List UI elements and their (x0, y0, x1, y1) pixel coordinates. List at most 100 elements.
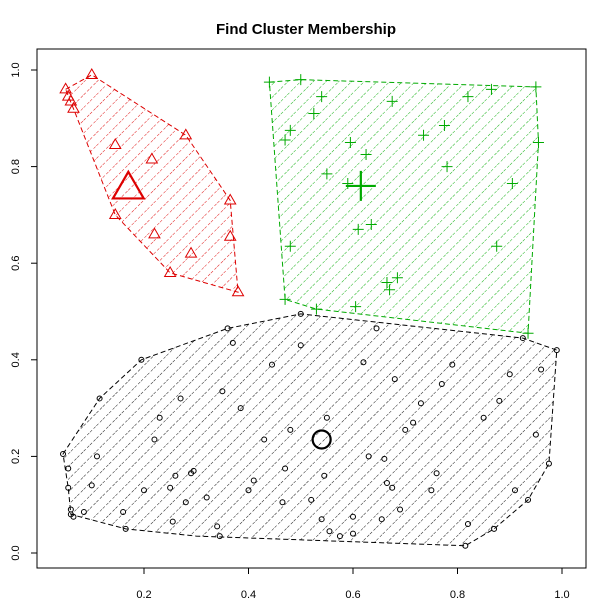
data-point (297, 310, 304, 317)
data-point (373, 325, 380, 332)
data-point (203, 494, 210, 501)
data-point (491, 525, 498, 532)
data-point (350, 530, 356, 537)
y-tick-label: 0.0 (10, 545, 22, 560)
data-point (93, 453, 100, 460)
data-point (279, 499, 286, 506)
x-tick-label: 0.6 (345, 589, 360, 600)
data-point (496, 397, 503, 404)
data-point (120, 508, 127, 515)
data-point (530, 81, 542, 93)
data-point (179, 128, 193, 140)
data-point (381, 455, 388, 462)
data-point (378, 516, 385, 523)
data-point (433, 470, 440, 477)
cluster-center-circle-marker (311, 429, 332, 450)
data-point (167, 484, 174, 491)
data-point (532, 431, 539, 438)
data-point (108, 137, 122, 149)
data-point (263, 76, 275, 88)
data-point (297, 342, 304, 349)
clusters-layer (59, 67, 560, 549)
data-point (163, 265, 177, 277)
cluster-group (263, 74, 544, 339)
data-point (145, 152, 159, 164)
data-point (59, 82, 72, 94)
data-point (391, 272, 403, 284)
data-point (462, 542, 469, 549)
cluster-hull (64, 74, 239, 293)
data-point (261, 436, 268, 443)
data-point (336, 533, 343, 540)
data-point (384, 284, 396, 296)
data-point (383, 479, 390, 486)
data-point (65, 465, 72, 472)
data-point (352, 223, 364, 235)
cluster-hull (268, 79, 539, 334)
data-point (321, 168, 333, 180)
data-point (67, 101, 80, 113)
data-point (284, 124, 296, 136)
data-point (522, 327, 534, 339)
data-point (250, 477, 257, 484)
data-point (511, 487, 518, 494)
data-point (381, 277, 393, 289)
data-point (80, 508, 87, 515)
x-tick-label: 0.2 (136, 589, 151, 600)
data-point (318, 516, 325, 523)
data-point (449, 361, 456, 368)
data-point (182, 499, 189, 506)
data-point (169, 518, 176, 525)
data-point (156, 414, 163, 421)
data-point (223, 193, 237, 205)
data-point (480, 414, 487, 421)
data-point (506, 178, 518, 190)
x-tick-label: 0.8 (450, 589, 465, 600)
data-point (389, 484, 396, 491)
data-point (417, 400, 424, 407)
y-axis: 0.0 0.2 0.4 0.6 0.8 1.0 (10, 62, 38, 561)
data-point (464, 521, 471, 528)
data-point (344, 136, 356, 148)
y-tick-label: 0.4 (10, 352, 22, 367)
data-point (151, 436, 158, 443)
data-point (108, 208, 122, 220)
data-point (538, 366, 545, 373)
data-point (506, 371, 513, 378)
data-point (184, 246, 198, 258)
data-point (284, 240, 296, 252)
data-point (219, 388, 226, 395)
data-point (308, 107, 320, 119)
x-tick-label: 1.0 (554, 589, 569, 600)
x-tick-label: 0.4 (241, 589, 256, 600)
cluster-group (60, 310, 560, 549)
cluster-center-plus-marker (345, 170, 376, 201)
data-point (214, 523, 221, 530)
data-point (418, 129, 430, 141)
data-point (60, 450, 67, 457)
y-tick-label: 1.0 (10, 62, 22, 77)
data-point (172, 472, 179, 479)
data-point (229, 339, 236, 346)
data-point (360, 149, 372, 161)
data-point (553, 347, 560, 354)
data-point (532, 136, 544, 148)
data-point (350, 301, 362, 313)
data-point (88, 482, 95, 489)
data-point (402, 426, 409, 433)
data-point (287, 426, 294, 433)
data-point (321, 472, 328, 479)
data-point (190, 467, 197, 474)
data-point (519, 335, 526, 342)
data-point (360, 359, 367, 366)
data-point (65, 484, 72, 491)
data-point (122, 525, 129, 532)
data-point (323, 414, 330, 421)
data-point (365, 453, 372, 460)
data-point (350, 513, 356, 520)
data-point (245, 487, 252, 494)
data-point (545, 460, 552, 467)
data-point (391, 376, 398, 383)
data-point (141, 487, 147, 494)
